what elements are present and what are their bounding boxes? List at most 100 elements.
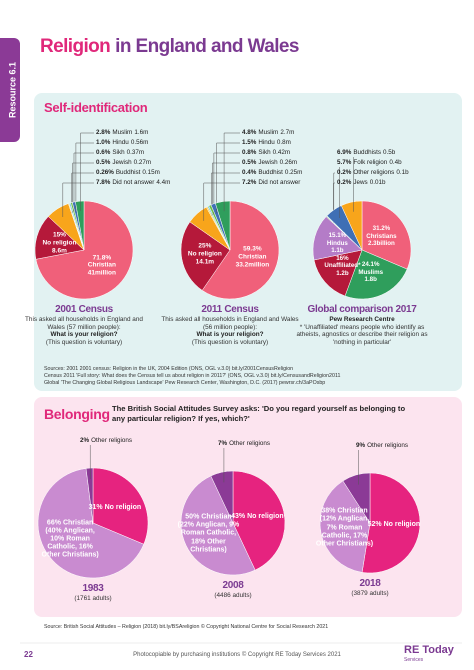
slice-value: 15% — [52, 231, 66, 239]
legend-name: Jewish — [258, 159, 278, 166]
legend-name: Hindu — [258, 139, 275, 146]
legend-value: 0.2% — [337, 179, 352, 186]
source-line: Global 'The Changing Global Religious La… — [44, 380, 326, 386]
legend-value: 4.8% — [242, 129, 257, 136]
copyright: Photocopiable by purchasing institutions… — [133, 652, 341, 658]
slice-detail: (22% Anglican, 9% Roman Catholic, 18% Ot… — [177, 521, 240, 554]
source-line: Sources: 2001 2001 census: Religion in t… — [44, 366, 294, 372]
pie-slice — [37, 468, 145, 579]
legend-value: 7.8% — [96, 179, 111, 186]
legend-name: Jewish — [112, 159, 132, 166]
pie-slice — [340, 200, 363, 251]
source-line: Census 2011 'Full story: What does the C… — [44, 373, 341, 379]
slice-amount: 2.3billion — [368, 240, 395, 248]
pie-slice — [85, 467, 94, 524]
source-line: Source: British Social Attitudes – Relig… — [44, 624, 329, 630]
legend-entry: 9% Other religions — [356, 442, 410, 450]
legend-entry: 0.2% Jews 0.01b — [337, 179, 387, 187]
legend-name: Muslim — [258, 129, 279, 136]
legend-value: 0.26% — [96, 169, 114, 176]
legend-entry: 4.8% Muslim 2.7m — [242, 129, 296, 137]
legend-value: 0.4% — [242, 169, 257, 176]
chart-title: 2001 Census — [55, 304, 113, 315]
slice-label: 15% No religion 8.6m — [36, 232, 84, 255]
caption-line: What is your religion? — [196, 331, 264, 339]
slice-label: 25% No religion 14.1m — [182, 243, 230, 266]
title-rest: in England and Wales — [115, 36, 299, 57]
legend-entry: 0.4% Buddhist 0.25m — [242, 169, 304, 177]
tab-label: Resource 6.1 — [7, 62, 17, 118]
caption-line: (1761 adults) — [74, 595, 112, 602]
pie-slice — [313, 249, 363, 297]
title-highlight: Religion — [40, 36, 111, 57]
chart-caption: 2008 (4486 adults) — [173, 579, 293, 600]
chart-caption: 2018 (3879 adults) — [310, 577, 430, 598]
slice-value: 71.8% — [92, 254, 112, 262]
section-heading: Self-identification — [44, 100, 148, 115]
pie-slice — [92, 467, 149, 545]
legend-value: 7.2% — [242, 179, 257, 186]
legend-name: Did not answer — [258, 179, 301, 186]
chart-title: 2018 — [359, 578, 381, 589]
legend-entry: 0.2% Other religions 0.1b — [337, 169, 411, 177]
legend-value: 0.5% — [242, 159, 257, 166]
pie-slice — [342, 472, 371, 524]
slice-amount: 1.2b — [336, 269, 349, 277]
slice-value: 38% — [321, 507, 336, 515]
legend-amount: 0.01b — [369, 179, 386, 186]
section-heading: Belonging — [44, 406, 110, 422]
chart-caption: Global comparison 2017 Pew Research Centr… — [292, 303, 432, 346]
chart-title: 2011 Census — [201, 304, 259, 315]
leader-line — [71, 172, 94, 213]
legend-entry: 1.5% Hindu 0.8m — [242, 139, 293, 147]
legend-value: 0.8% — [242, 149, 257, 156]
legend-value: 6.9% — [337, 149, 352, 156]
pie-slice — [215, 200, 231, 251]
legend-value: 9% — [356, 442, 366, 449]
legend-name: Other religions — [353, 169, 395, 176]
slice-value: 16% — [336, 254, 349, 262]
legend-amount: 1.6m — [134, 129, 149, 136]
legend-value: 7% — [218, 440, 228, 447]
legend-amount: 0.5b — [383, 149, 396, 156]
slice-name: Christian — [238, 253, 267, 261]
sources: Sources: 2001 2001 census: Religion in t… — [44, 366, 454, 387]
slice-value: 25% — [198, 242, 212, 250]
caption-line: Pew Research Centre — [329, 316, 395, 323]
pie-slice — [201, 200, 280, 300]
slice-amount: 41million — [87, 269, 116, 277]
legend-name: Sikh — [112, 149, 125, 156]
legend-amount: 0.4b — [389, 159, 402, 166]
chart-caption: 1983 (1761 adults) — [33, 582, 153, 603]
legend-amount: 0.27m — [133, 159, 152, 166]
slice-value: 52% — [367, 520, 382, 528]
legend-name: Buddhists — [353, 149, 382, 156]
legend-entry: 6.9% Buddhists 0.5b — [337, 149, 397, 157]
slice-name: Unaffiliated* — [324, 262, 361, 270]
slice-value: 15.1% — [328, 232, 347, 240]
legend-name: Sikh — [258, 149, 271, 156]
legend-amount: 0.15m — [142, 169, 160, 176]
legend-value: 0.6% — [96, 149, 111, 156]
leader-line — [333, 172, 335, 223]
slice-label: 52% No religion — [364, 521, 426, 529]
legend-entry: 7.8% Did not answer 4.4m — [96, 179, 172, 187]
leader-line — [73, 152, 94, 213]
slice-value: 31% — [88, 503, 103, 511]
legend-entry: 0.6% Sikh 0.37m — [96, 149, 146, 157]
chart-title: 2008 — [222, 580, 244, 591]
slice-value: 59.3% — [243, 245, 262, 253]
legend-name: Other religions — [91, 437, 133, 444]
leader-line — [213, 152, 240, 215]
caption-line: (4486 adults) — [214, 592, 252, 599]
chart-title: Global comparison 2017 — [307, 304, 417, 315]
slice-amount: 33.2million — [235, 261, 270, 269]
legend-amount: 0.25m — [284, 169, 303, 176]
legend-entry: 7.2% Did not answer — [242, 179, 302, 187]
logo-sub: Services — [404, 657, 424, 663]
slice-name: Hindus — [326, 239, 348, 247]
pie-slice — [344, 249, 408, 300]
legend-value: 0.5% — [96, 159, 111, 166]
legend-name: Jews — [353, 179, 368, 186]
pie-slice — [232, 470, 286, 571]
